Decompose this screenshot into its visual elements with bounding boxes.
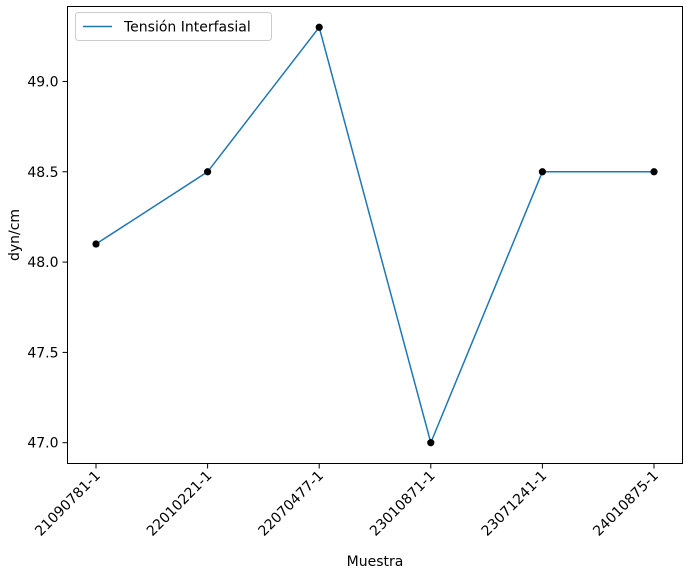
- y-axis-ticks: 47.0 47.5 48.0 48.5 49.0: [27, 74, 68, 452]
- plot-frame: [67, 6, 683, 464]
- x-tick-label: 22010221-1: [144, 468, 216, 540]
- data-point: [92, 240, 100, 248]
- y-tick-label: 47.5: [27, 345, 58, 361]
- legend: Tensión Interfasial: [75, 12, 272, 41]
- y-tick-label: 48.5: [27, 165, 58, 181]
- legend-box: [75, 12, 272, 41]
- y-tick-label: 47.0: [27, 436, 58, 452]
- x-tick-label: 24010875-1: [590, 468, 662, 540]
- y-axis-title: dyn/cm: [7, 209, 23, 261]
- y-tick-label: 48.0: [27, 255, 58, 271]
- x-tick-label: 21090781-1: [32, 468, 104, 540]
- x-axis-ticks: 21090781-1 22010221-1 22070477-1 23010871-1…: [32, 463, 662, 540]
- data-point: [315, 23, 323, 31]
- x-tick-label: 23071241-1: [479, 468, 551, 540]
- y-tick-label: 49.0: [27, 74, 58, 90]
- data-point: [427, 439, 435, 447]
- series-line: [95, 25, 654, 446]
- data-point: [650, 168, 658, 176]
- legend-label: Tensión Interfasial: [123, 20, 251, 36]
- data-point: [538, 168, 547, 176]
- data-markers: [92, 23, 658, 447]
- x-axis-title: Muestra: [347, 554, 404, 570]
- x-tick-label: 22070477-1: [255, 468, 327, 540]
- x-tick-label: 23010871-1: [367, 468, 439, 540]
- data-point: [204, 168, 212, 176]
